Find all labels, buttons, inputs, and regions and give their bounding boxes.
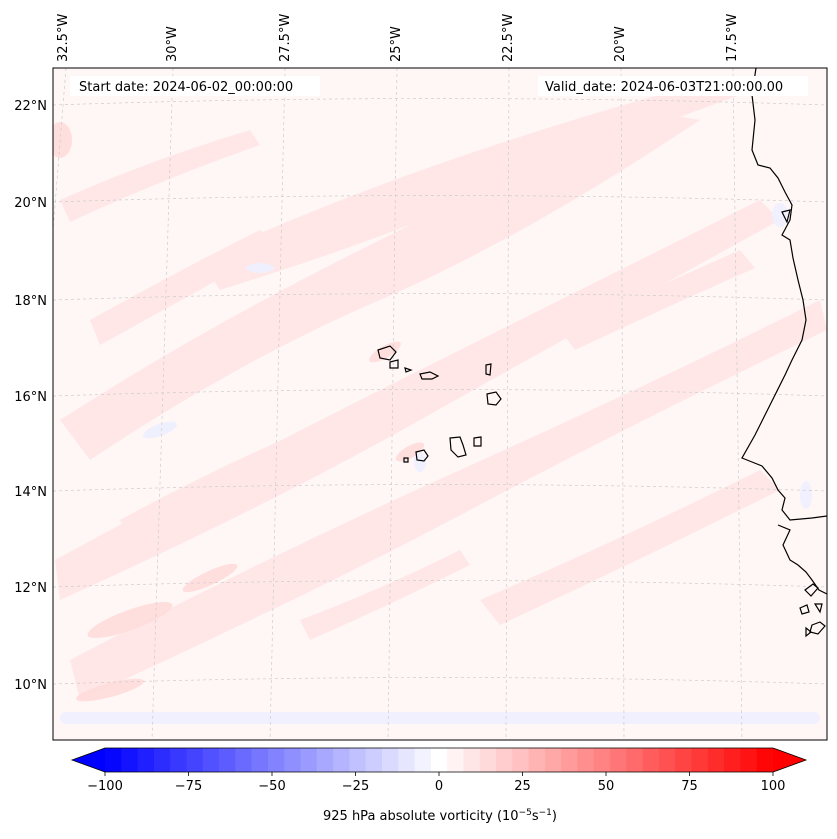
colorbar-cell bbox=[496, 748, 513, 772]
colorbar-cell bbox=[658, 748, 676, 772]
lon-label-32-5w: 32.5°W bbox=[56, 14, 71, 62]
coastline-cape-verde bbox=[377, 345, 502, 463]
colorbar-cell bbox=[724, 748, 741, 772]
colorbar-tick-label: −50 bbox=[258, 779, 285, 794]
colorbar-cell bbox=[300, 748, 318, 772]
colorbar-tick-label: −100 bbox=[87, 779, 123, 794]
colorbar-cell bbox=[528, 748, 546, 772]
lat-label-12n: 12°N bbox=[14, 581, 47, 596]
colorbar-cell bbox=[707, 748, 725, 772]
coastline-africa bbox=[741, 68, 827, 638]
colorbar-cell bbox=[349, 748, 367, 772]
colorbar-cell bbox=[381, 748, 399, 772]
colorbar-cell bbox=[170, 748, 187, 772]
map-panel: Start date: 2024-06-02_00:00:00 Valid_da… bbox=[52, 67, 828, 741]
lon-label-20w: 20°W bbox=[613, 26, 628, 62]
lon-label-27-5w: 27.5°W bbox=[278, 14, 293, 62]
lat-label-16n: 16°N bbox=[14, 390, 47, 405]
lat-label-18n: 18°N bbox=[14, 294, 47, 309]
colorbar-cell bbox=[642, 748, 660, 772]
vorticity-field bbox=[53, 80, 827, 724]
lat-label-10n: 10°N bbox=[14, 678, 47, 693]
colorbar-cell bbox=[447, 748, 464, 772]
lon-label-30w: 30°W bbox=[165, 26, 180, 62]
lon-label-17-5w: 17.5°W bbox=[725, 14, 740, 62]
colorbar-cell bbox=[430, 748, 448, 772]
lon-label-22-5w: 22.5°W bbox=[501, 14, 516, 62]
colorbar-cell bbox=[512, 748, 530, 772]
colorbar-cells bbox=[105, 748, 774, 772]
colorbar-cell bbox=[398, 748, 415, 772]
lat-label-22n: 22°N bbox=[14, 99, 47, 114]
colorbar-max-extension bbox=[773, 748, 806, 772]
colorbar-cell bbox=[463, 748, 481, 772]
colorbar-tick-label: 0 bbox=[435, 779, 443, 794]
map-frame bbox=[52, 67, 828, 741]
graticule bbox=[53, 68, 827, 740]
start-date-text: Start date: 2024-06-02_00:00:00 bbox=[79, 80, 293, 95]
colorbar-tick-label: 75 bbox=[681, 779, 698, 794]
longitude-axis: 32.5°W 30°W 27.5°W 25°W 22.5°W 20°W 17.5… bbox=[56, 14, 740, 62]
colorbar-cell bbox=[365, 748, 383, 772]
colorbar-cell bbox=[105, 748, 122, 772]
lat-label-20n: 20°N bbox=[14, 196, 47, 211]
colorbar-cell bbox=[137, 748, 155, 772]
colorbar-ticks: −100 −75 −50 −25 0 25 50 75 100 bbox=[87, 772, 785, 794]
colorbar-label: 925 hPa absolute vorticity (10−5s−1) bbox=[323, 808, 557, 824]
colorbar-cell bbox=[251, 748, 269, 772]
colorbar-cell bbox=[202, 748, 220, 772]
colorbar-cell bbox=[479, 748, 497, 772]
colorbar-min-extension bbox=[72, 748, 105, 772]
colorbar-cell bbox=[610, 748, 627, 772]
valid-date-annotation: Valid_date: 2024-06-03T21:00:00.00 bbox=[538, 76, 808, 96]
colorbar-tick-label: 100 bbox=[761, 779, 786, 794]
colorbar-cell bbox=[740, 748, 758, 772]
colorbar-tick-label: −25 bbox=[342, 779, 369, 794]
colorbar-cell bbox=[593, 748, 611, 772]
colorbar-tick-label: 50 bbox=[598, 779, 615, 794]
colorbar-cell bbox=[691, 748, 709, 772]
latitude-axis: 22°N 20°N 18°N 16°N 14°N 12°N 10°N bbox=[14, 99, 47, 693]
colorbar-cell bbox=[675, 748, 692, 772]
colorbar-cell bbox=[267, 748, 285, 772]
colorbar-cell bbox=[219, 748, 236, 772]
colorbar-cell bbox=[284, 748, 301, 772]
colorbar: −100 −75 −50 −25 0 25 50 75 100 925 hPa absolute… bbox=[70, 747, 808, 824]
colorbar-cell bbox=[577, 748, 595, 772]
colorbar-cell bbox=[235, 748, 253, 772]
colorbar-cell bbox=[414, 748, 432, 772]
colorbar-cell bbox=[756, 748, 774, 772]
colorbar-cell bbox=[121, 748, 138, 772]
colorbar-tick-label: −75 bbox=[175, 779, 202, 794]
lon-label-25w: 25°W bbox=[389, 26, 404, 62]
colorbar-cell bbox=[333, 748, 350, 772]
colorbar-cell bbox=[186, 748, 204, 772]
start-date-annotation: Start date: 2024-06-02_00:00:00 bbox=[70, 76, 320, 96]
colorbar-tick-label: 25 bbox=[514, 779, 531, 794]
lat-label-14n: 14°N bbox=[14, 485, 47, 500]
colorbar-cell bbox=[316, 748, 334, 772]
colorbar-cell bbox=[626, 748, 644, 772]
colorbar-cell bbox=[561, 748, 578, 772]
colorbar-cell bbox=[153, 748, 171, 772]
valid-date-text: Valid_date: 2024-06-03T21:00:00.00 bbox=[545, 80, 783, 95]
colorbar-cell bbox=[544, 748, 562, 772]
